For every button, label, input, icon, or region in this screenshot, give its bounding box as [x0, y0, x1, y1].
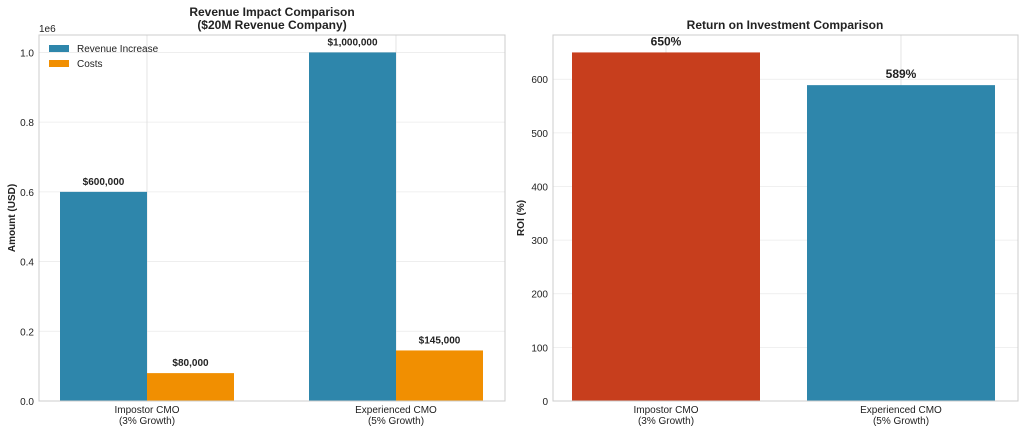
y-axis-label: ROI (%)	[516, 200, 527, 236]
data-label: $145,000	[419, 335, 461, 346]
data-label: 589%	[886, 67, 917, 81]
xtick-label: (5% Growth)	[873, 416, 929, 427]
xtick-label: Impostor CMO	[633, 405, 698, 416]
bar-roi	[572, 52, 760, 402]
legend-swatch-0	[49, 45, 69, 52]
axes-frame	[38, 34, 506, 402]
bar-costs	[396, 350, 483, 401]
legend-label: Revenue Increase	[77, 44, 159, 55]
xtick-label: (3% Growth)	[119, 416, 175, 427]
y-offset-label: 1e6	[39, 24, 56, 35]
chart-title: ($20M Revenue Company)	[197, 18, 346, 32]
bar-roi	[807, 85, 995, 401]
ytick-label: 0.4	[20, 258, 34, 269]
xtick-label: Experienced CMO	[860, 405, 942, 416]
ytick-label: 1.0	[20, 48, 34, 59]
chart-title: Revenue Impact Comparison	[189, 5, 354, 19]
axes-frame	[552, 34, 1019, 402]
ytick-label: 0	[542, 397, 548, 408]
ytick-label: 500	[531, 129, 548, 140]
ytick-label: 0.2	[20, 327, 34, 338]
data-label: 650%	[651, 34, 682, 48]
legend-label: Costs	[77, 59, 103, 70]
legend-swatch-1	[49, 60, 69, 67]
xtick-label: Experienced CMO	[355, 405, 437, 416]
ytick-label: 0.8	[20, 118, 34, 129]
ytick-label: 0.6	[20, 188, 34, 199]
ytick-label: 0.0	[20, 397, 34, 408]
data-label: $80,000	[172, 358, 209, 369]
ytick-label: 400	[531, 182, 548, 193]
xtick-label: (3% Growth)	[638, 416, 694, 427]
xtick-label: Impostor CMO	[114, 405, 179, 416]
bar-revenue	[60, 191, 147, 401]
bar-revenue	[309, 52, 396, 402]
chart-title: Return on Investment Comparison	[687, 18, 884, 32]
data-label: $600,000	[83, 177, 125, 188]
ytick-label: 200	[531, 290, 548, 301]
bar-costs	[147, 373, 234, 401]
data-label: $1,000,000	[327, 37, 377, 48]
y-axis-label: Amount (USD)	[7, 184, 18, 252]
ytick-label: 100	[531, 343, 548, 354]
ytick-label: 600	[531, 75, 548, 86]
xtick-label: (5% Growth)	[368, 416, 424, 427]
ytick-label: 300	[531, 236, 548, 247]
